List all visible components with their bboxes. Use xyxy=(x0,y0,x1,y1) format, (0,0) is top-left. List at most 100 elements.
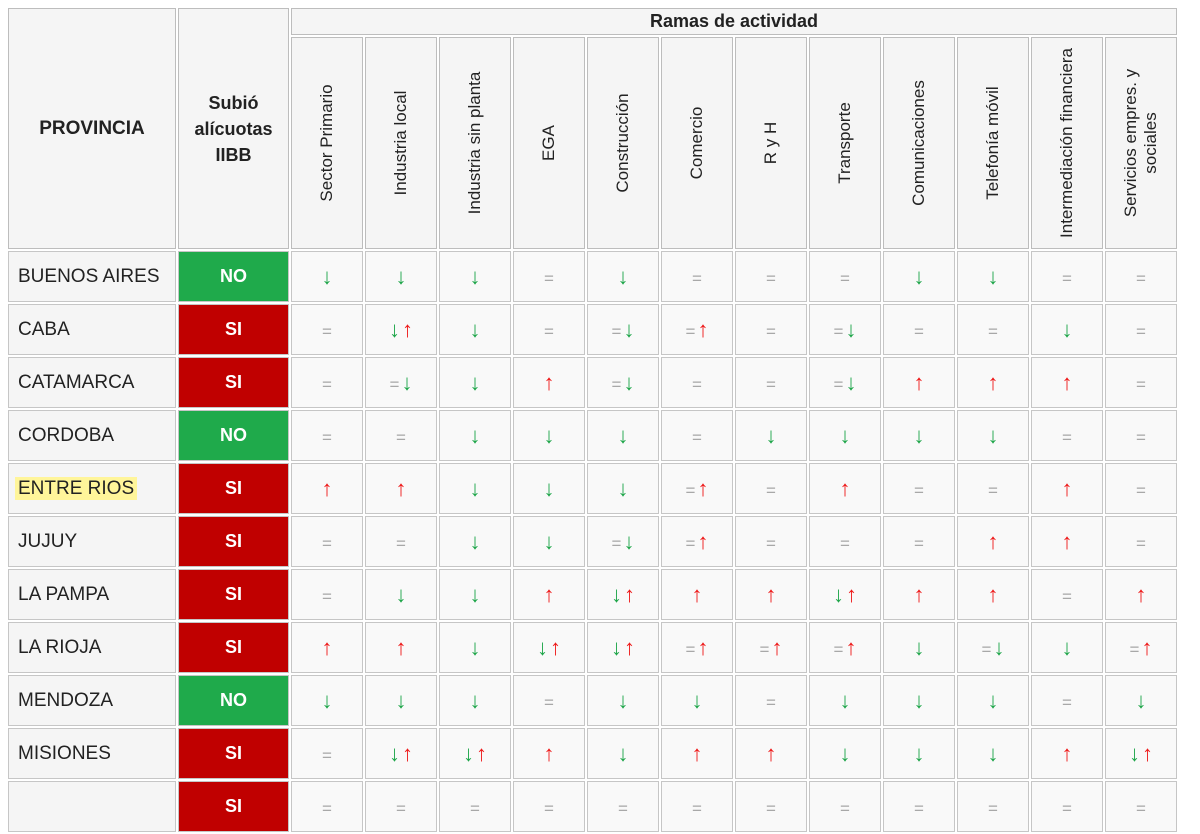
trend-cell: =↓ xyxy=(957,622,1029,673)
down-arrow-icon: ↓ xyxy=(691,687,703,713)
trend-cell: ↓ xyxy=(439,569,511,620)
down-arrow-icon: ↓ xyxy=(389,740,400,766)
equal-sign-icon: = xyxy=(692,374,702,394)
trend-cell: ↓ xyxy=(291,251,363,302)
trend-cell: = xyxy=(1031,781,1103,832)
table-row: CORDOBA NO = = ↓ ↓ ↓ = ↓ ↓ ↓ ↓ = = xyxy=(8,410,1177,461)
trend-cell: = xyxy=(957,304,1029,355)
down-arrow-icon: ↓ xyxy=(1135,687,1147,713)
trend-cell: =↑ xyxy=(661,304,733,355)
up-arrow-icon: ↑ xyxy=(321,475,333,501)
equal-sign-icon: = xyxy=(322,321,332,341)
up-arrow-icon: ↑ xyxy=(846,581,857,607)
trend-cell: ↓ xyxy=(1031,304,1103,355)
trend-cell: ↓ xyxy=(883,728,955,779)
equal-sign-icon: = xyxy=(914,533,924,553)
trend-cell: ↓ xyxy=(661,675,733,726)
trend-cell: =↓ xyxy=(587,516,659,567)
branch-label: EGA xyxy=(539,125,558,161)
equal-sign-icon: = xyxy=(322,533,332,553)
up-arrow-icon: ↑ xyxy=(913,369,925,395)
trend-cell: = xyxy=(291,781,363,832)
down-arrow-icon: ↓ xyxy=(469,475,481,501)
up-arrow-icon: ↑ xyxy=(543,369,555,395)
trend-cell: = xyxy=(1105,251,1177,302)
branch-label: Transporte xyxy=(835,102,854,184)
branch-header-ega: EGA xyxy=(513,37,585,249)
subio-line-3: IIBB xyxy=(215,144,252,165)
up-arrow-icon: ↑ xyxy=(395,475,407,501)
up-arrow-icon: ↑ xyxy=(771,634,783,660)
trend-cell: = xyxy=(1105,516,1177,567)
up-arrow-icon: ↑ xyxy=(987,369,999,395)
down-arrow-icon: ↓ xyxy=(321,687,333,713)
trend-cell: = xyxy=(1105,410,1177,461)
branch-label: Construcción xyxy=(613,93,632,193)
table-row: MENDOZA NO ↓ ↓ ↓ = ↓ ↓ = ↓ ↓ ↓ = ↓ xyxy=(8,675,1177,726)
up-arrow-icon: ↑ xyxy=(321,634,333,660)
equal-sign-icon: = xyxy=(470,798,480,818)
equal-sign-icon: = xyxy=(914,480,924,500)
trend-cell: =↑ xyxy=(1105,622,1177,673)
down-arrow-icon: ↓ xyxy=(469,422,481,448)
down-arrow-icon: ↓ xyxy=(543,475,555,501)
down-arrow-icon: ↓ xyxy=(617,475,629,501)
branch-header-intermediacion-financiera: Intermediación financiera xyxy=(1031,37,1103,249)
up-arrow-icon: ↑ xyxy=(987,528,999,554)
down-arrow-icon: ↓ xyxy=(845,316,857,342)
down-arrow-icon: ↓ xyxy=(623,528,635,554)
trend-cell: ↓ xyxy=(587,410,659,461)
up-arrow-icon: ↑ xyxy=(624,581,635,607)
branch-label: Sector Primario xyxy=(317,84,336,202)
down-arrow-icon: ↓ xyxy=(469,263,481,289)
up-arrow-icon: ↑ xyxy=(1141,634,1153,660)
trend-cell: ↓ xyxy=(439,304,511,355)
subio-status-badge: NO xyxy=(178,251,289,302)
down-arrow-icon: ↓ xyxy=(913,263,925,289)
trend-cell: = xyxy=(735,251,807,302)
trend-cell: = xyxy=(735,516,807,567)
trend-cell: =↓ xyxy=(587,304,659,355)
trend-cell: ↑ xyxy=(365,463,437,514)
down-arrow-icon: ↓ xyxy=(623,316,635,342)
trend-cell: = xyxy=(735,675,807,726)
equal-sign-icon: = xyxy=(840,268,850,288)
province-cell: MISIONES xyxy=(8,728,176,779)
equal-sign-icon: = xyxy=(685,533,696,553)
ramas-actividad-label: Ramas de actividad xyxy=(649,11,819,31)
down-arrow-icon: ↓ xyxy=(321,263,333,289)
equal-sign-icon: = xyxy=(692,268,702,288)
table-row: CABA SI = ↓↑ ↓ = =↓ =↑ = =↓ = = ↓ = xyxy=(8,304,1177,355)
down-arrow-icon: ↓ xyxy=(617,687,629,713)
trend-cell: ↑ xyxy=(291,463,363,514)
trend-cell: ↓ xyxy=(513,463,585,514)
province-cell xyxy=(8,781,176,832)
branch-header-comunicaciones: Comunicaciones xyxy=(883,37,955,249)
down-arrow-icon: ↓ xyxy=(1061,316,1073,342)
equal-sign-icon: = xyxy=(766,480,776,500)
down-arrow-icon: ↓ xyxy=(395,263,407,289)
trend-cell: = xyxy=(291,304,363,355)
trend-cell: = xyxy=(291,569,363,620)
trend-cell: = xyxy=(291,357,363,408)
up-arrow-icon: ↑ xyxy=(691,740,703,766)
trend-cell: = xyxy=(513,675,585,726)
province-name: LA RIOJA xyxy=(18,636,102,658)
province-cell: CABA xyxy=(8,304,176,355)
trend-cell: ↓↑ xyxy=(513,622,585,673)
equal-sign-icon: = xyxy=(322,586,332,606)
trend-cell: = xyxy=(1105,304,1177,355)
trend-cell: ↓↑ xyxy=(587,569,659,620)
trend-cell: = xyxy=(661,357,733,408)
trend-cell: ↓ xyxy=(809,728,881,779)
trend-cell: ↓↑ xyxy=(365,728,437,779)
equal-sign-icon: = xyxy=(1136,268,1146,288)
branch-label: Industria sin planta xyxy=(465,71,484,215)
trend-cell: ↑ xyxy=(1031,357,1103,408)
branch-header-construccion: Construcción xyxy=(587,37,659,249)
trend-cell: ↑ xyxy=(809,463,881,514)
down-arrow-icon: ↓ xyxy=(469,369,481,395)
down-arrow-icon: ↓ xyxy=(537,634,548,660)
trend-cell: ↑ xyxy=(735,728,807,779)
up-arrow-icon: ↑ xyxy=(697,634,709,660)
